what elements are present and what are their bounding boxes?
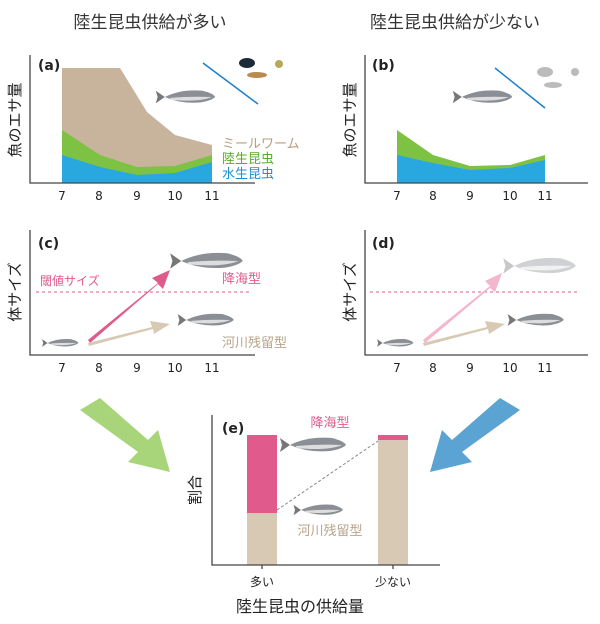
mealworm-area [62, 68, 212, 183]
fish-icon [42, 338, 79, 347]
tick: 7 [393, 189, 401, 203]
bar-river-segment [378, 440, 408, 565]
y-label: 体サイズ [6, 262, 24, 322]
beetle-icon [239, 58, 255, 68]
y-label: 魚のエサ量 [341, 82, 359, 157]
tick: 10 [167, 189, 182, 203]
tick: 11 [537, 361, 552, 375]
tick: 9 [466, 361, 474, 375]
panel-b: (b) 魚のエサ量 7 8 9 10 11 [341, 55, 588, 203]
axes [29, 55, 255, 184]
tick: 11 [204, 189, 219, 203]
heading-left: 陸生昆虫供給が多い [74, 13, 227, 33]
threshold-label: 閾値サイズ [40, 273, 100, 288]
axes [29, 230, 255, 356]
tick: 10 [502, 189, 517, 203]
heading-right: 陸生昆虫供給が少ない [370, 13, 540, 33]
sea-label: 降海型 [222, 272, 261, 287]
tick: 8 [95, 361, 103, 375]
bar-sea-segment [378, 435, 408, 441]
tick: 11 [204, 361, 219, 375]
bar-river-segment [247, 513, 277, 565]
panel-d: (d) 体サイズ 7 8 9 10 11 [341, 230, 588, 375]
divider-line [494, 67, 546, 109]
arrow-sea [88, 270, 170, 343]
aquatic-area [62, 155, 212, 183]
river-label: 河川残留型 [222, 336, 287, 351]
spider-icon [571, 68, 579, 76]
mealworm-icon [544, 82, 562, 88]
aquatic-area [397, 155, 545, 183]
legend-aquatic: 水生昆虫 [222, 167, 274, 182]
legend-mealworm: ミールワーム [222, 137, 300, 152]
axes [211, 415, 440, 566]
axes [364, 230, 588, 356]
tick: 7 [58, 361, 66, 375]
fish-icon [377, 338, 414, 347]
arrow-sea [423, 273, 502, 343]
legend-terrestrial: 陸生昆虫 [222, 151, 274, 167]
divider-line [202, 62, 259, 105]
fish-icon [155, 90, 216, 104]
panel-e: (e) 割合 降海型 河川残留型 多い 少ない 陸生昆虫の供給量 [186, 415, 440, 616]
category-label: 多い [250, 575, 274, 589]
beetle-icon [537, 67, 553, 77]
tick: 7 [58, 189, 66, 203]
panel-label: (a) [38, 58, 60, 74]
connector-line [276, 440, 379, 511]
panel-a: (a) 魚のエサ量 7 8 9 10 11 ミールワーム 陸生昆虫 水生昆虫 [6, 55, 300, 203]
tick: 9 [466, 189, 474, 203]
arrow-river [88, 321, 170, 346]
y-label: 体サイズ [341, 262, 359, 322]
sea-label: 降海型 [310, 416, 349, 431]
tick: 8 [95, 189, 103, 203]
arrow-river [423, 321, 505, 346]
fish-icon [280, 437, 346, 452]
tick: 8 [429, 189, 437, 203]
fish-icon [170, 252, 243, 269]
tick: 11 [537, 189, 552, 203]
arrow-green [80, 398, 170, 472]
mealworm-icon [247, 72, 267, 78]
fish-icon [293, 504, 343, 516]
tick: 10 [167, 361, 182, 375]
arrow-blue [430, 398, 520, 472]
tick: 9 [133, 361, 141, 375]
tick: 7 [393, 361, 401, 375]
spider-icon [275, 60, 283, 68]
bar-sea-segment [247, 435, 277, 513]
x-label: 陸生昆虫の供給量 [236, 597, 364, 616]
y-label: 割合 [186, 475, 204, 505]
fish-icon [507, 313, 564, 326]
panel-label: (b) [372, 58, 395, 74]
fish-icon [503, 257, 576, 274]
tick: 8 [429, 361, 437, 375]
axes [364, 55, 588, 184]
panel-label: (c) [38, 236, 59, 252]
panel-c: (c) 体サイズ 閾値サイズ 7 8 9 10 11 降海型 河川残留型 [6, 230, 287, 375]
panel-label: (d) [372, 236, 395, 252]
tick: 9 [133, 189, 141, 203]
panel-label: (e) [222, 421, 244, 437]
y-label: 魚のエサ量 [6, 82, 24, 157]
tick: 10 [502, 361, 517, 375]
fish-icon [452, 90, 513, 104]
river-label: 河川残留型 [297, 524, 362, 539]
category-label: 少ない [375, 575, 411, 589]
fish-icon [177, 313, 234, 326]
